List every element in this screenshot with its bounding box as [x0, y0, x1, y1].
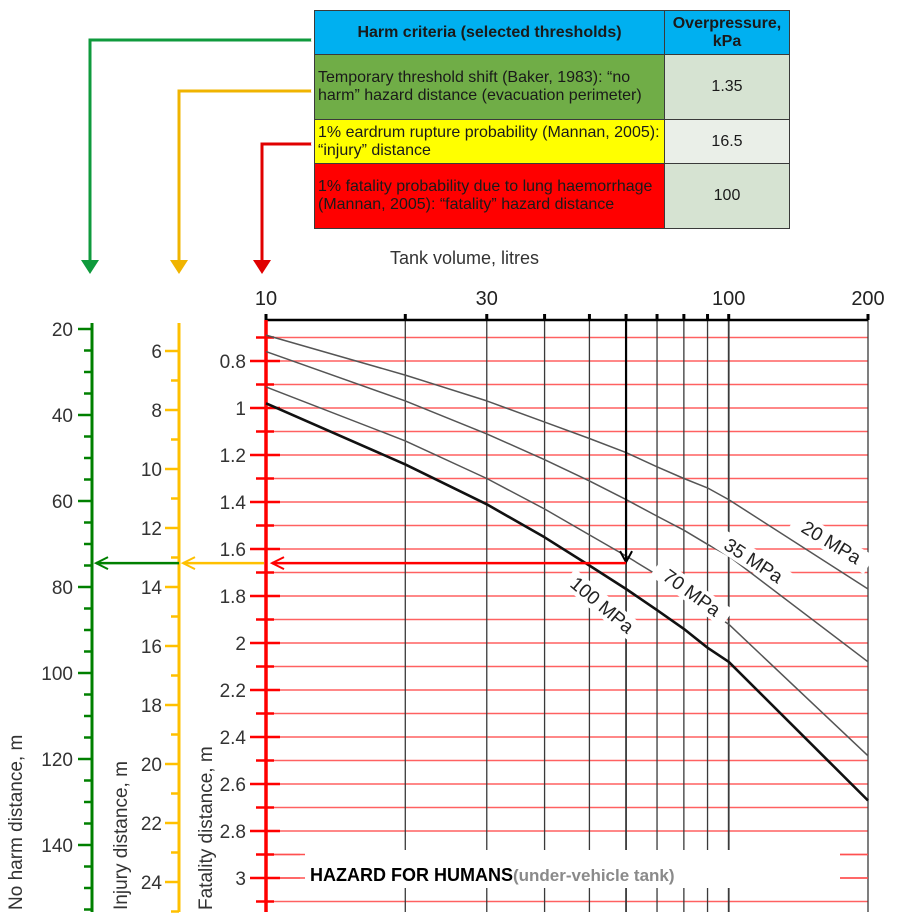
- svg-text:Fatality distance, m: Fatality distance, m: [196, 746, 217, 910]
- svg-text:80: 80: [52, 578, 73, 599]
- svg-text:24: 24: [141, 873, 163, 894]
- svg-text:Injury distance, m: Injury distance, m: [111, 761, 132, 910]
- svg-text:35 MPa: 35 MPa: [720, 535, 787, 589]
- svg-text:2.2: 2.2: [220, 681, 246, 702]
- svg-text:22: 22: [141, 814, 162, 835]
- svg-text:30: 30: [476, 288, 498, 310]
- svg-text:2.8: 2.8: [220, 822, 246, 843]
- svg-text:2.4: 2.4: [220, 728, 247, 749]
- overpressure-fatality: 100: [664, 163, 790, 229]
- svg-text:3: 3: [235, 869, 246, 890]
- example-reading-arrows: [93, 320, 633, 570]
- svg-text:No harm distance, m: No harm distance, m: [6, 735, 27, 910]
- svg-text:10: 10: [255, 288, 277, 310]
- svg-text:6: 6: [151, 342, 162, 363]
- hazard-title: HAZARD FOR HUMANS: [310, 865, 513, 885]
- svg-text:100: 100: [712, 288, 745, 310]
- harm-criteria-table: Harm criteria (selected thresholds) Over…: [314, 10, 790, 229]
- svg-text:140: 140: [41, 836, 73, 857]
- svg-text:60: 60: [52, 492, 73, 513]
- table-header-row: Harm criteria (selected thresholds) Over…: [314, 10, 790, 55]
- criteria-fatality: 1% fatality probability due to lung haem…: [314, 163, 665, 229]
- svg-text:200: 200: [851, 288, 884, 310]
- svg-text:1.4: 1.4: [220, 493, 247, 514]
- svg-text:100: 100: [41, 664, 73, 685]
- svg-text:70 MPa: 70 MPa: [659, 566, 725, 622]
- table-row-fatality: 1% fatality probability due to lung haem…: [314, 163, 790, 229]
- svg-text:1.8: 1.8: [220, 587, 246, 608]
- x-axis-title: Tank volume, litres: [390, 248, 540, 268]
- svg-text:12: 12: [141, 519, 162, 540]
- overpressure-no-harm: 1.35: [664, 54, 790, 120]
- svg-text:120: 120: [41, 750, 73, 771]
- chart-grid: [265, 320, 869, 912]
- svg-text:14: 14: [141, 578, 163, 599]
- svg-text:16: 16: [141, 637, 162, 658]
- svg-text:20: 20: [52, 320, 73, 341]
- svg-text:1.6: 1.6: [220, 540, 246, 561]
- table-row-injury: 1% eardrum rupture probability (Mannan, …: [314, 119, 790, 164]
- svg-text:20: 20: [141, 755, 162, 776]
- svg-text:1.2: 1.2: [220, 446, 246, 467]
- svg-text:0.8: 0.8: [220, 352, 246, 373]
- svg-text:18: 18: [141, 696, 162, 717]
- svg-text:40: 40: [52, 406, 73, 427]
- overpressure-injury: 16.5: [664, 119, 790, 164]
- header-overpressure: Overpressure, kPa: [664, 10, 790, 55]
- criteria-injury: 1% eardrum rupture probability (Mannan, …: [314, 119, 665, 164]
- svg-text:8: 8: [151, 401, 162, 422]
- legend-connector-arrows: [81, 37, 317, 274]
- table-row-no-harm: Temporary threshold shift (Baker, 1983):…: [314, 54, 790, 120]
- svg-text:2: 2: [235, 634, 246, 655]
- header-criteria: Harm criteria (selected thresholds): [314, 10, 665, 55]
- chart-axes: 10 30 100 200 0.8 1 1.2 1.4 1.6 1.8 2 2.2 2.4 2.6 2.8 3…: [6, 288, 885, 913]
- svg-text:2.6: 2.6: [220, 775, 246, 796]
- svg-text:10: 10: [141, 460, 162, 481]
- hazard-subtitle: (under-vehicle tank): [512, 866, 675, 885]
- svg-text:1: 1: [235, 399, 246, 420]
- chart-footer-title: HAZARD FOR HUMANS(under-vehicle tank): [310, 865, 675, 886]
- criteria-no-harm: Temporary threshold shift (Baker, 1983):…: [314, 54, 665, 120]
